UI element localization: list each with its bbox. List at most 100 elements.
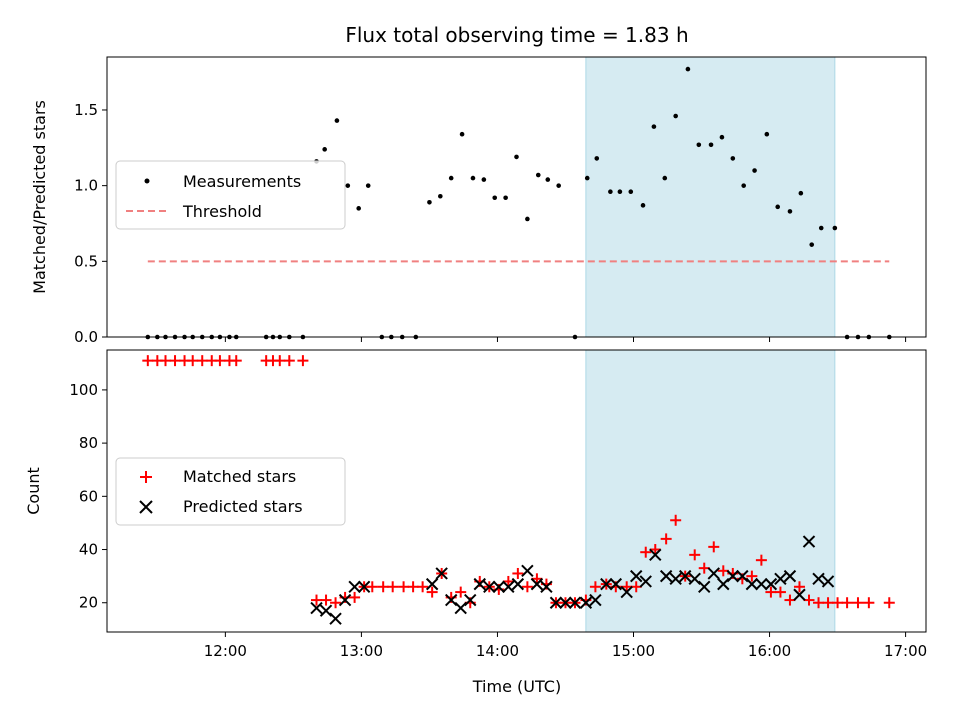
matched-star-point xyxy=(169,355,181,367)
x-axis-label: Time (UTC) xyxy=(472,677,561,696)
x-tick-label: 12:00 xyxy=(204,642,247,660)
x-tick-label: 16:00 xyxy=(748,642,791,660)
measurement-point xyxy=(584,175,590,181)
measurement-point xyxy=(535,172,541,178)
matched-star-point xyxy=(630,581,642,593)
matched-star-point xyxy=(274,355,286,367)
top-y-axis-label: Matched/Predicted stars xyxy=(30,100,49,294)
bottom-y-axis-label: Count xyxy=(24,467,43,515)
top-plot: 0.0 0.5 1.0 1.5 xyxy=(74,56,927,346)
matched-star-point xyxy=(387,581,399,593)
matched-star-point xyxy=(214,355,226,367)
measurement-point xyxy=(459,131,465,137)
matched-star-point xyxy=(196,355,208,367)
matched-star-point xyxy=(708,541,720,553)
x-tick-label: 17:00 xyxy=(884,642,927,660)
measurement-point xyxy=(356,206,361,211)
measurement-point xyxy=(470,175,476,181)
predicted-stars-series xyxy=(310,535,835,625)
predicted-star-point xyxy=(707,567,720,580)
top-x-axis xyxy=(224,337,907,342)
matched-star-point xyxy=(649,544,661,556)
bottom-y-tick-label: 60 xyxy=(79,487,98,505)
measurement-point xyxy=(594,156,600,161)
predicted-star-point xyxy=(579,596,593,609)
matched-star-point xyxy=(621,581,633,593)
legend-matched-marker xyxy=(140,471,152,483)
predicted-star-point xyxy=(425,577,439,591)
legend-measurements-marker xyxy=(144,178,150,184)
matched-star-point xyxy=(187,355,199,367)
measurement-point xyxy=(651,124,657,129)
predicted-star-point xyxy=(511,577,525,591)
predicted-star-point xyxy=(802,535,816,548)
matched-star-point xyxy=(521,581,533,593)
matched-star-point xyxy=(852,597,864,609)
matched-star-point xyxy=(377,581,389,593)
predicted-star-point xyxy=(530,577,544,591)
predicted-star-point xyxy=(678,569,692,583)
measurement-point xyxy=(809,242,815,247)
measurement-point xyxy=(514,154,519,160)
x-tick-label: 13:00 xyxy=(340,642,383,660)
bottom-plot: 20 40 60 80 100 12:00 13:00 14:00 15:00 16:00 17:… xyxy=(69,349,927,660)
predicted-star-point xyxy=(319,604,333,617)
matched-star-point xyxy=(698,562,710,574)
matched-star-point xyxy=(426,586,438,598)
bottom-y-tick-label: 80 xyxy=(79,434,98,452)
predicted-star-point xyxy=(620,585,633,599)
predicted-star-point xyxy=(793,588,806,601)
measurements-series xyxy=(145,66,892,340)
matched-star-point xyxy=(320,594,332,606)
predicted-star-point xyxy=(669,572,682,585)
predicted-star-point xyxy=(310,601,323,615)
measurement-point xyxy=(673,113,678,119)
predicted-star-point xyxy=(338,593,352,607)
matched-star-point xyxy=(142,355,154,367)
top-y-tick-label: 0.0 xyxy=(74,328,98,346)
measurement-point xyxy=(556,183,561,188)
measurement-point xyxy=(662,175,668,181)
measurement-point xyxy=(628,189,634,195)
bottom-legend-box xyxy=(115,457,346,526)
matched-star-point xyxy=(717,565,729,577)
predicted-star-point xyxy=(435,567,448,580)
predicted-star-point xyxy=(755,577,768,591)
measurement-point xyxy=(322,147,327,152)
matched-star-point xyxy=(407,581,419,593)
measurement-point xyxy=(640,203,646,208)
matched-star-point xyxy=(283,355,295,367)
matched-star-point xyxy=(803,594,815,606)
bottom-y-tick-label: 20 xyxy=(79,594,98,612)
matched-star-point xyxy=(822,597,834,609)
measurement-point xyxy=(752,168,757,173)
matched-star-point xyxy=(774,586,786,598)
predicted-star-point xyxy=(492,580,506,593)
predicted-star-point xyxy=(521,564,534,578)
measurement-point xyxy=(764,131,770,137)
bottom-legend: Matched stars Predicted stars xyxy=(115,457,346,526)
matched-star-point xyxy=(398,581,410,593)
matched-star-point xyxy=(670,514,682,526)
matched-star-point xyxy=(841,597,853,609)
predicted-star-point xyxy=(540,580,553,593)
predicted-star-point xyxy=(698,580,711,593)
top-y-tick-label: 1.0 xyxy=(74,177,98,195)
predicted-star-point xyxy=(568,596,582,609)
chart-title: Flux total observing time = 1.83 h xyxy=(345,23,688,47)
top-legend-box xyxy=(115,160,346,230)
matched-star-point xyxy=(160,355,171,367)
legend-predicted-label: Predicted stars xyxy=(183,497,303,516)
predicted-star-point xyxy=(726,569,740,583)
matched-star-point xyxy=(417,581,429,593)
legend-measurements-label: Measurements xyxy=(183,172,301,191)
top-plot-frame xyxy=(106,56,927,338)
matched-star-point xyxy=(366,581,378,593)
matched-star-point xyxy=(330,597,342,609)
observing-window-highlight-top xyxy=(585,56,836,338)
predicted-star-point xyxy=(502,580,515,593)
legend-threshold-label: Threshold xyxy=(182,202,262,221)
matched-star-point xyxy=(832,597,844,609)
legend-predicted-marker xyxy=(139,500,153,514)
measurement-point xyxy=(696,142,702,148)
